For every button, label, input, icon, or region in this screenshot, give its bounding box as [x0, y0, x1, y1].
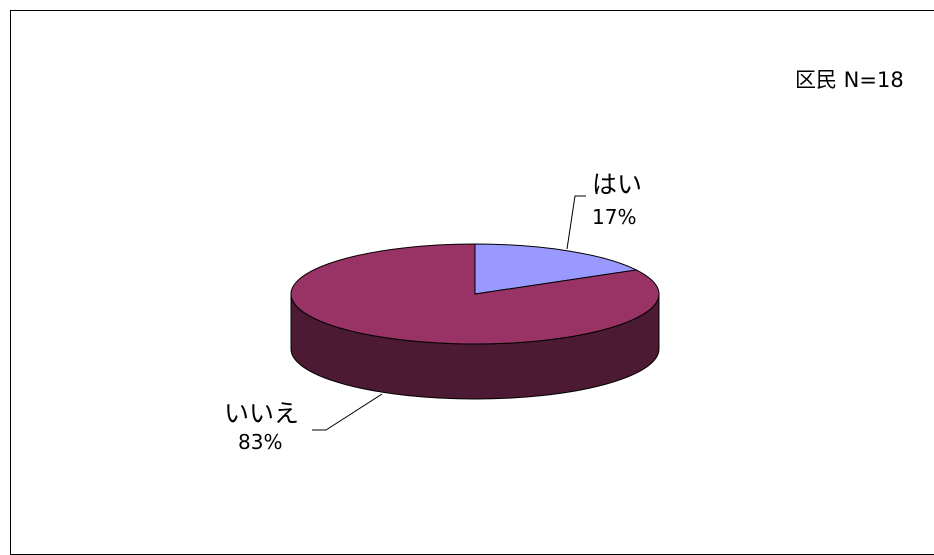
label-no: いいえ 83%	[224, 399, 299, 454]
label-yes: はい 17%	[592, 170, 642, 229]
label-no-category: いいえ	[224, 399, 299, 428]
label-yes-percent: 17%	[592, 205, 636, 229]
leader-line-yes	[566, 195, 586, 250]
label-yes-category: はい	[592, 170, 642, 199]
label-no-percent: 83%	[238, 430, 282, 454]
pie-slice-1	[290, 243, 660, 345]
leader-line-no	[312, 393, 383, 431]
pie-slice-0	[474, 243, 638, 295]
pie-layer	[290, 243, 660, 400]
chart-title: 区民 N=18	[795, 68, 904, 92]
